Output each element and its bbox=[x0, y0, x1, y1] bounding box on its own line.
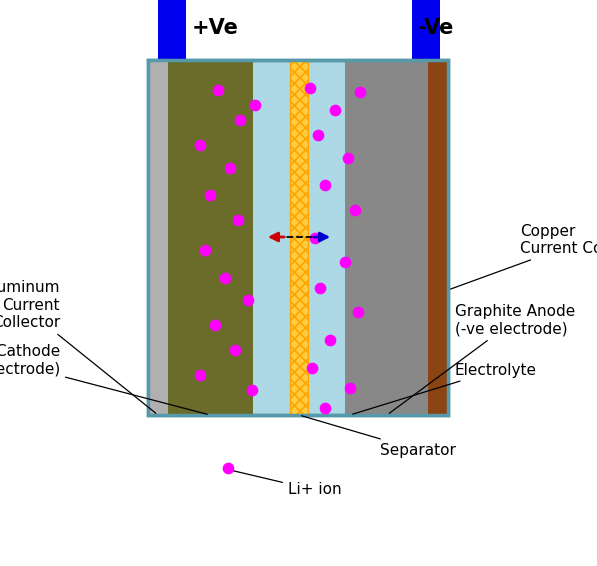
Point bbox=[320, 181, 330, 190]
Text: Electrolyte: Electrolyte bbox=[353, 362, 537, 414]
Point bbox=[225, 164, 235, 173]
Point bbox=[195, 371, 205, 380]
Point bbox=[355, 88, 365, 97]
Point bbox=[307, 363, 317, 372]
Text: Aluminum
Current
Collector: Aluminum Current Collector bbox=[0, 280, 156, 413]
Point bbox=[313, 131, 323, 140]
Point bbox=[353, 307, 363, 316]
Text: LCO Cathode
(+ve electrode): LCO Cathode (+ve electrode) bbox=[0, 344, 207, 414]
Point bbox=[343, 153, 353, 162]
Point bbox=[247, 385, 257, 395]
Point bbox=[320, 404, 330, 413]
Point bbox=[205, 191, 215, 200]
Bar bbox=[290, 60, 308, 415]
Bar bbox=[345, 60, 430, 415]
Point bbox=[200, 246, 210, 255]
Point bbox=[223, 464, 233, 473]
Text: Li+ ion: Li+ ion bbox=[233, 471, 341, 498]
Point bbox=[315, 284, 325, 293]
Point bbox=[243, 295, 253, 305]
Point bbox=[213, 85, 223, 95]
Point bbox=[340, 258, 350, 267]
Point bbox=[250, 101, 260, 110]
Bar bbox=[428, 60, 448, 415]
Bar bbox=[412, 0, 440, 62]
Text: Copper
Current Collector: Copper Current Collector bbox=[451, 224, 597, 289]
Text: +Ve: +Ve bbox=[192, 18, 239, 38]
Point bbox=[305, 83, 315, 92]
Point bbox=[220, 273, 230, 282]
Point bbox=[233, 216, 243, 225]
Point bbox=[330, 105, 340, 114]
Bar bbox=[148, 60, 448, 415]
Point bbox=[230, 345, 240, 354]
Bar bbox=[168, 60, 253, 415]
Point bbox=[345, 384, 355, 393]
Point bbox=[325, 336, 335, 345]
Bar bbox=[290, 60, 308, 415]
Bar bbox=[148, 60, 448, 415]
Bar bbox=[148, 60, 168, 415]
Bar bbox=[158, 0, 186, 62]
Point bbox=[195, 140, 205, 149]
Point bbox=[350, 205, 360, 215]
Text: -Ve: -Ve bbox=[418, 18, 454, 38]
Point bbox=[210, 320, 220, 329]
Point bbox=[235, 115, 245, 125]
Text: Separator: Separator bbox=[301, 416, 456, 457]
Point bbox=[310, 233, 320, 242]
Text: Graphite Anode
(-ve electrode): Graphite Anode (-ve electrode) bbox=[389, 304, 576, 413]
